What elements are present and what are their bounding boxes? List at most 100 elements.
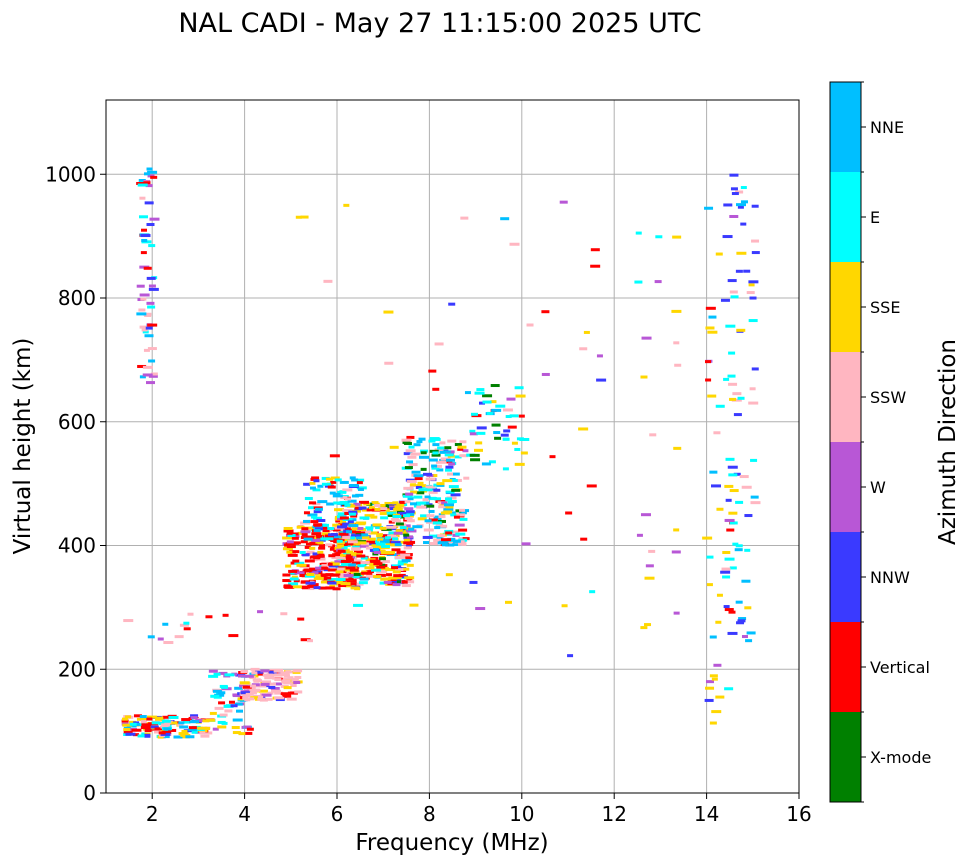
point-sse [217, 725, 227, 729]
point-vertical [338, 522, 345, 526]
point-e [724, 687, 734, 691]
y-tick-label: 400 [58, 534, 96, 558]
point-sse [716, 507, 724, 511]
point-nne [189, 720, 200, 724]
point-vertical [136, 181, 146, 185]
point-sse [283, 686, 292, 690]
point-nnw [311, 569, 322, 573]
point-ssw [365, 574, 376, 578]
point-sse [340, 582, 351, 586]
point-e [137, 734, 145, 738]
point-nnw [150, 725, 159, 729]
point-ssw [404, 517, 413, 521]
point-vertical [300, 638, 311, 642]
point-nnw [358, 506, 367, 510]
point-nne [333, 492, 341, 496]
point-e [336, 539, 343, 543]
point-vertical [458, 528, 468, 532]
point-w [406, 529, 417, 533]
point-sse [715, 695, 725, 699]
point-vertical [361, 571, 369, 575]
point-nnw [342, 522, 350, 526]
point-ssw [436, 522, 444, 526]
colorbar-label-ssw: SSW [870, 388, 906, 407]
point-nne [351, 494, 359, 498]
point-w [441, 501, 448, 505]
point-vertical [222, 613, 229, 617]
point-nnw [331, 533, 338, 537]
point-sse [373, 575, 382, 579]
point-e [403, 514, 411, 518]
point-sse [729, 489, 739, 493]
point-sse [330, 476, 340, 480]
point-sse [475, 441, 483, 445]
point-vertical [350, 514, 358, 518]
point-vertical [300, 540, 308, 544]
point-vertical [146, 717, 153, 721]
point-e [728, 351, 736, 355]
point-ssw [360, 561, 371, 565]
point-vertical [143, 181, 151, 185]
x-tick-label: 16 [786, 802, 811, 826]
point-vertical [140, 251, 147, 255]
point-vertical [303, 511, 310, 515]
point-vertical [330, 480, 337, 484]
point-nne [412, 525, 423, 529]
point-nnw [740, 222, 747, 226]
point-ssw [245, 692, 254, 696]
point-nne [436, 535, 443, 539]
point-sse [644, 576, 655, 580]
point-nne [428, 458, 438, 462]
point-ssw [255, 679, 262, 683]
point-w [212, 727, 219, 731]
point-sse [231, 726, 240, 730]
point-x-mode [416, 491, 425, 495]
point-sse [155, 718, 165, 722]
point-nne [314, 507, 323, 511]
point-sse [344, 584, 355, 588]
point-e [519, 437, 530, 441]
point-e [137, 183, 148, 187]
point-ssw [750, 501, 761, 505]
point-e [476, 431, 486, 435]
point-sse [417, 481, 424, 485]
point-x-mode [424, 504, 435, 508]
point-w [315, 566, 325, 570]
point-nne [750, 495, 759, 499]
point-e [445, 497, 453, 501]
point-ssw [200, 734, 210, 738]
point-sse [239, 681, 250, 685]
point-nne [746, 631, 756, 635]
point-sse [364, 566, 375, 570]
point-nne [179, 725, 189, 729]
point-sse [136, 717, 147, 721]
point-w [260, 682, 270, 686]
point-sse [361, 508, 370, 512]
point-vertical [330, 573, 339, 577]
point-vertical [457, 447, 464, 451]
point-w [713, 663, 722, 667]
point-vertical [327, 568, 337, 572]
point-nnw [503, 429, 511, 433]
point-e [474, 391, 485, 395]
point-e [450, 513, 457, 517]
point-e [418, 488, 428, 492]
point-ssw [374, 504, 381, 508]
point-e [655, 235, 663, 239]
point-w [293, 681, 301, 685]
point-w [559, 200, 568, 204]
point-nne [148, 359, 156, 363]
point-ssw [242, 696, 249, 700]
point-vertical [406, 540, 416, 544]
point-vertical [724, 608, 734, 612]
point-x-mode [375, 563, 386, 567]
point-nne [313, 528, 321, 532]
point-x-mode [378, 557, 386, 561]
point-ssw [438, 515, 446, 519]
point-ssw [460, 216, 469, 220]
point-nne [345, 530, 352, 534]
point-ssw [323, 279, 333, 283]
point-w [273, 682, 283, 686]
point-ssw [394, 555, 405, 559]
point-ssw [400, 553, 411, 557]
